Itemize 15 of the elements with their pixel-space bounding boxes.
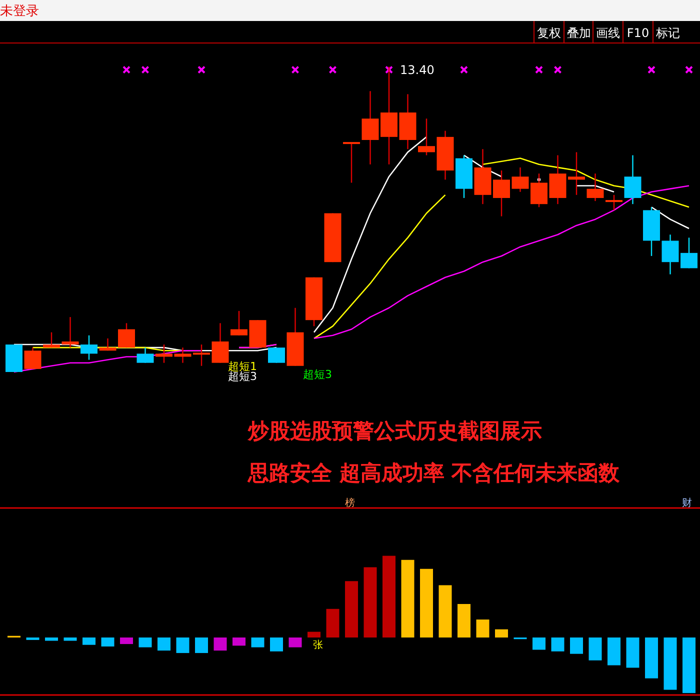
text: 画线 (596, 26, 620, 40)
annotation: 超短3 (303, 368, 332, 381)
text: 标记 (655, 26, 680, 40)
text: 财 (682, 497, 692, 509)
text: 榜 (345, 497, 355, 509)
text: 未登录 (0, 4, 39, 19)
annotation: 超短1 (228, 360, 257, 373)
text: 叠加 (567, 26, 591, 40)
annotation: 13.40 (400, 63, 434, 77)
text: 思路安全 超高成功率 不含任何未来函数 (247, 461, 621, 485)
text: 复权 (537, 26, 561, 40)
annotation: 超短3 (228, 370, 257, 383)
text: F10 (626, 26, 650, 40)
annotation: 张 (313, 639, 323, 651)
text: 炒股选股预警公式历史截图展示 (247, 419, 542, 443)
